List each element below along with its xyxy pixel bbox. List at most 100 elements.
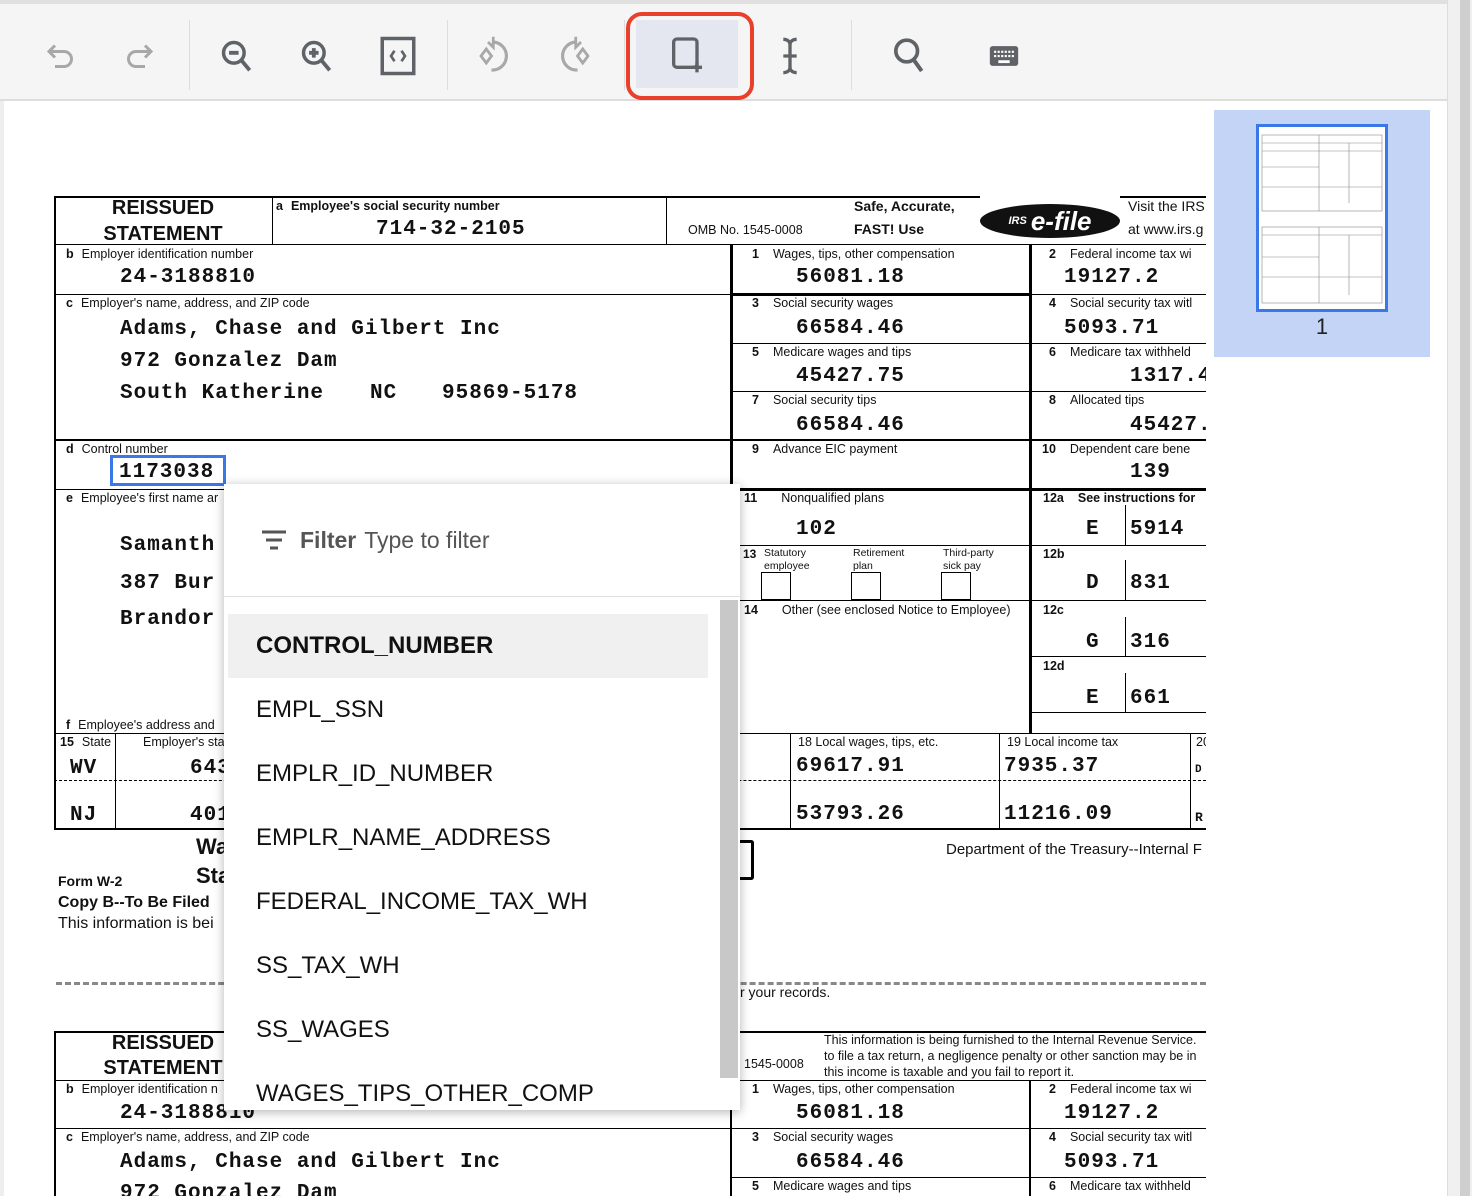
box-10-label: 10 Dependent care bene: [1042, 442, 1191, 456]
reissued-label: REISSUED: [111, 197, 215, 219]
box-11-label: 11 Nonqualified plans: [744, 491, 885, 505]
box-19-value-1: 7935.37: [1004, 755, 1100, 778]
field-type-dropdown: Filter Type to filter CONTROL_NUMBER EMP…: [224, 484, 740, 1110]
rotate-left-button[interactable]: [471, 32, 519, 80]
thumbnail-page-number: 1: [1315, 314, 1329, 339]
box-19-label: 19 Local income tax: [1007, 735, 1119, 749]
zoom-in-button[interactable]: [293, 32, 341, 80]
statement-label-2: STATEMENT: [103, 1057, 223, 1079]
form-w2-label: Form W-2: [58, 873, 123, 889]
box-2-value: 19127.2: [1064, 266, 1160, 289]
option-emplr-name-address[interactable]: EMPLR_NAME_ADDRESS: [256, 824, 551, 851]
box-3-label-2: 3 Social security wages: [752, 1130, 894, 1144]
option-wages-tips-other-comp[interactable]: WAGES_TIPS_OTHER_COMP: [256, 1080, 594, 1107]
dropdown-scrollbar[interactable]: [720, 600, 738, 1078]
statutory-employee-checkbox[interactable]: [761, 572, 791, 600]
viewer-left-edge: [0, 101, 4, 1196]
filter-header[interactable]: Filter Type to filter: [224, 484, 740, 597]
box-9-label: 9 Advance EIC payment: [752, 442, 898, 456]
toolbar: [0, 0, 1447, 101]
retirement-plan-checkbox[interactable]: [851, 572, 881, 600]
search-button[interactable]: [886, 32, 934, 80]
selected-region-box[interactable]: [110, 455, 226, 486]
box-2-label: 2 Federal income tax wi: [1049, 247, 1192, 261]
fast-use-text: FAST! Use: [854, 221, 925, 237]
redo-button[interactable]: [115, 32, 163, 80]
box-3-value: 66584.46: [796, 317, 905, 340]
option-federal-income-tax-wh[interactable]: FEDERAL_INCOME_TAX_WH: [256, 888, 588, 915]
filter-icon: [262, 530, 286, 550]
employee-name: Samanth: [120, 534, 216, 557]
info-text: This information is bei: [58, 915, 214, 932]
statutory-employee-label: Statutory employee: [764, 547, 810, 572]
box-12a-code: E: [1086, 518, 1100, 541]
irs-url-text: at www.irs.g: [1128, 221, 1204, 237]
control-number-value: 1173038: [119, 461, 215, 484]
text-cursor-icon: [783, 37, 797, 75]
option-ss-tax-wh[interactable]: SS_TAX_WH: [256, 952, 400, 979]
state-2: NJ: [70, 804, 98, 827]
box-8-label: 8 Allocated tips: [1049, 393, 1145, 407]
third-party-sick-pay-checkbox[interactable]: [941, 572, 971, 600]
box-1-value-2: 56081.18: [796, 1102, 905, 1125]
option-empl-ssn[interactable]: EMPL_SSN: [256, 696, 385, 723]
info-line-1: This information is being furnished to t…: [824, 1033, 1197, 1047]
undo-button[interactable]: [37, 32, 85, 80]
records-text: r your records.: [740, 984, 831, 1000]
page-thumbnail[interactable]: [1256, 124, 1388, 312]
fit-page-button[interactable]: [374, 32, 422, 80]
box-18-value-1: 69617.91: [796, 755, 905, 778]
box-20-value-1: D: [1195, 764, 1202, 776]
box-6-label: 6 Medicare tax withheld: [1049, 345, 1191, 359]
box-6-value: 1317.4: [1130, 365, 1206, 388]
filter-label: Filter: [300, 526, 357, 553]
wage-title: Wa: [196, 834, 229, 859]
box-3-value-2: 66584.46: [796, 1151, 905, 1174]
safe-accurate-text: Safe, Accurate,: [854, 198, 955, 214]
add-region-button[interactable]: [636, 20, 738, 88]
active-tool-highlight: [626, 12, 754, 100]
box-c-label-2: c Employer's name, address, and ZIP code: [66, 1130, 310, 1144]
reissued-label-2: REISSUED: [111, 1032, 215, 1054]
rotate-right-icon: [561, 36, 590, 72]
statement-label: STATEMENT: [103, 223, 223, 245]
employer-name-2: Adams, Chase and Gilbert Inc: [120, 1151, 501, 1174]
toolbar-divider: [851, 20, 852, 90]
box-6-label-2: 6 Medicare tax withheld: [1049, 1179, 1191, 1193]
option-ss-wages[interactable]: SS_WAGES: [256, 1016, 390, 1043]
box-12d-code: E: [1086, 687, 1100, 710]
employee-city: Brandor: [120, 608, 216, 631]
box-c-label: c Employer's name, address, and ZIP code: [66, 296, 310, 310]
box-1-value: 56081.18: [796, 266, 905, 289]
box-12d-label: 12d: [1043, 659, 1065, 673]
zoom-out-button[interactable]: [213, 32, 261, 80]
box-2-value-2: 19127.2: [1064, 1102, 1160, 1125]
option-control-number[interactable]: CONTROL_NUMBER: [228, 614, 708, 678]
text-cursor-button[interactable]: [766, 32, 814, 80]
omb-number: OMB No. 1545-0008: [688, 223, 803, 237]
box-10-value: 139: [1130, 461, 1171, 484]
state-1: WV: [70, 757, 98, 780]
box-4-value: 5093.71: [1064, 317, 1160, 340]
scrollbar-thumb[interactable]: [1460, 0, 1470, 1196]
box-8-value: 45427.: [1130, 414, 1206, 437]
rotate-right-button[interactable]: [550, 32, 598, 80]
keyboard-button[interactable]: [980, 32, 1028, 80]
box-12c-value: 316: [1130, 631, 1171, 654]
box-b-label: b Employer identification number: [66, 247, 254, 261]
add-region-icon: [672, 37, 702, 73]
filter-input[interactable]: Type to filter: [364, 526, 490, 553]
box-11-value: 102: [796, 518, 837, 541]
visit-irs-text: Visit the IRS: [1128, 198, 1205, 214]
document-page: REISSUED STATEMENT a Employee's social se…: [0, 101, 1206, 1196]
box-2-label-2: 2 Federal income tax wi: [1049, 1082, 1192, 1096]
retirement-plan-label: Retirement plan: [853, 547, 905, 572]
option-emplr-id-number[interactable]: EMPLR_ID_NUMBER: [256, 760, 494, 787]
vertical-scrollbar[interactable]: [1447, 0, 1472, 1196]
box-1-label: 1 Wages, tips, other compensation: [752, 247, 955, 261]
box-18-label: 18 Local wages, tips, etc.: [798, 735, 939, 749]
department-text: Department of the Treasury--Internal F: [946, 841, 1202, 858]
employer-city: South Katherine: [120, 382, 325, 405]
box-12d-value: 661: [1130, 687, 1171, 710]
redo-icon: [127, 44, 154, 68]
